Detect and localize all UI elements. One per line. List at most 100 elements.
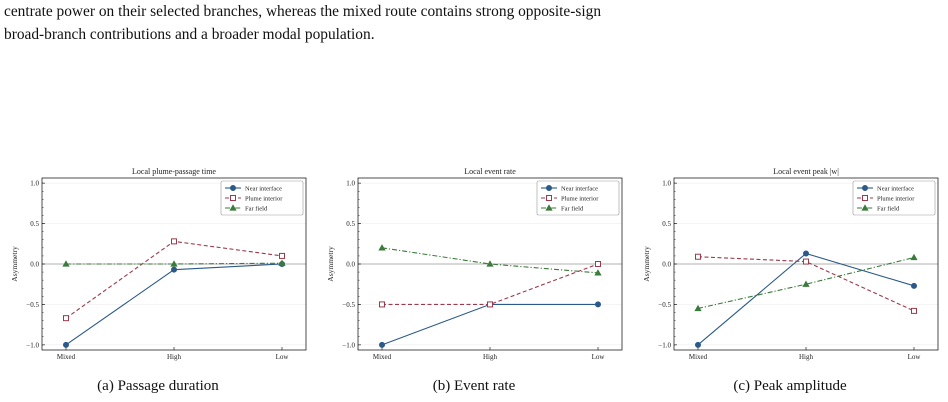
series-line-near-interface [381,303,598,346]
y-tick-label: −1.0 [658,341,671,349]
data-point-near-interface-high [170,266,177,273]
legend: Near interface Plume interior Far field [536,180,620,216]
legend-box [220,180,304,216]
data-point-plume-interior-low [911,307,917,314]
y-tick-label: 0.0 [30,261,39,269]
data-point-plume-interior-high [487,301,493,308]
legend-marker-near-interface [545,184,552,191]
y-tick-label: 0.5 [30,220,39,228]
data-point-far-field-low [278,259,286,266]
paragraph-line-1: centrate power on their selected branche… [4,3,602,20]
chart-peak-amplitude: Local event peak |w| −1.0 −0.5 0.0 0.5 1.0 Mix… [642,167,939,361]
data-point-plume-interior-high [803,258,809,265]
data-point-plume-interior-mixed [63,315,69,322]
chart-title: Local plume-passage time [132,167,216,176]
series-far-field [378,244,602,276]
series-plume-interior [379,261,601,308]
series-far-field [62,259,286,267]
y-axis-label: Asymmetry [10,246,19,282]
x-tick-label-mixed: Mixed [689,353,708,361]
legend-marker-plume-interior [546,195,552,201]
legend-marker-plume-interior [862,195,868,201]
series-plume-interior [695,253,917,314]
legend-entry-near-interface: Near interface [245,185,282,192]
data-point-near-interface-mixed [695,341,702,348]
series-near-interface [379,301,601,348]
legend: Near interface Plume interior Far field [220,180,304,216]
y-axis-label: Asymmetry [642,246,651,282]
legend-entry-far-field: Far field [245,205,268,212]
x-tick-label-high: High [799,353,814,361]
legend: Near interface Plume interior Far field [852,180,936,216]
x-tick-label-mixed: Mixed [373,353,392,361]
x-tick-label-high: High [167,353,182,361]
x-tick-label-low: Low [592,353,606,361]
legend-marker-far-field [229,204,237,211]
panel-event-rate: Local event rate −1.0 −0.5 0.0 0.5 1.0 Mixed Hi… [316,160,632,402]
data-point-near-interface-mixed [63,341,70,348]
y-tick-label: 1.0 [346,180,355,188]
series-plume-interior [63,238,285,322]
data-point-near-interface-mixed [379,341,386,348]
y-tick-label: 0.0 [662,261,671,269]
series-line-near-interface [697,252,915,346]
series-far-field [694,253,918,312]
legend-box [536,180,620,216]
caption-peak-amplitude: (c) Peak amplitude [733,378,847,394]
y-tick-label: 0.0 [346,261,355,269]
y-tick-label: −0.5 [26,301,39,309]
legend-entry-near-interface: Near interface [561,185,598,192]
legend-entry-plume-interior: Plume interior [561,195,599,202]
y-tick-label: 0.5 [662,220,671,228]
data-point-far-field-high [802,280,810,287]
data-point-far-field-low [594,269,602,276]
legend-marker-far-field [861,204,869,211]
y-tick-label: −1.0 [26,341,39,349]
y-tick-label: −1.0 [342,341,355,349]
data-point-plume-interior-low [595,261,601,267]
legend-marker-near-interface [229,184,236,191]
data-point-far-field-mixed [378,244,386,251]
x-tick-label-high: High [483,353,498,361]
legend-entry-near-interface: Near interface [877,185,914,192]
panel-peak-amplitude: Local event peak |w| −1.0 −0.5 0.0 0.5 1.0 Mix… [632,160,948,402]
legend-marker-near-interface [861,184,868,191]
x-tick-label-low: Low [908,353,922,361]
chart-passage-duration: Local plume-passage time −1.0 −0.5 0.0 0.5 1.… [10,167,307,361]
y-tick-label: 0.5 [346,220,355,228]
chart-title: Local event rate [464,167,516,176]
panel-passage-duration: Local plume-passage time −1.0 −0.5 0.0 0.5 1.… [0,160,316,402]
data-point-far-field-low [910,253,918,261]
data-point-plume-interior-high [171,238,177,245]
caption-event-rate: (b) Event rate [432,378,516,394]
caption-passage-duration: (a) Passage duration [97,378,219,394]
x-tick-label-mixed: Mixed [57,353,76,361]
chart-event-rate: Local event rate −1.0 −0.5 0.0 0.5 1.0 Mixed Hi… [326,167,623,361]
y-tick-label: −0.5 [658,301,671,309]
series-line-far-field [697,256,915,309]
series-line-plume-interior [697,256,915,312]
body-paragraph: centrate power on their selected branche… [4,0,948,46]
data-point-plume-interior-low [279,252,285,259]
data-point-plume-interior-mixed [379,301,385,308]
series-near-interface [695,250,917,348]
data-point-near-interface-high [802,250,809,257]
series-line-plume-interior [65,240,283,319]
data-point-far-field-high [170,260,178,267]
legend-marker-far-field [545,204,553,211]
figure: Local plume-passage time −1.0 −0.5 0.0 0.5 1.… [0,160,948,402]
legend-box [852,180,936,216]
y-tick-label: 1.0 [30,180,39,188]
legend-entry-far-field: Far field [561,205,584,212]
chart-title: Local event peak |w| [773,167,839,176]
y-tick-label: −0.5 [342,301,355,309]
paragraph-line-2: broad-branch contributions and a broader… [4,26,375,43]
y-tick-label: 1.0 [662,180,671,188]
legend-entry-plume-interior: Plume interior [245,195,283,202]
data-point-near-interface-low [910,282,917,289]
legend-entry-far-field: Far field [877,205,900,212]
y-axis-label: Asymmetry [326,246,335,282]
data-point-far-field-mixed [62,260,70,267]
data-point-plume-interior-mixed [695,253,701,260]
data-point-far-field-high [486,260,494,267]
